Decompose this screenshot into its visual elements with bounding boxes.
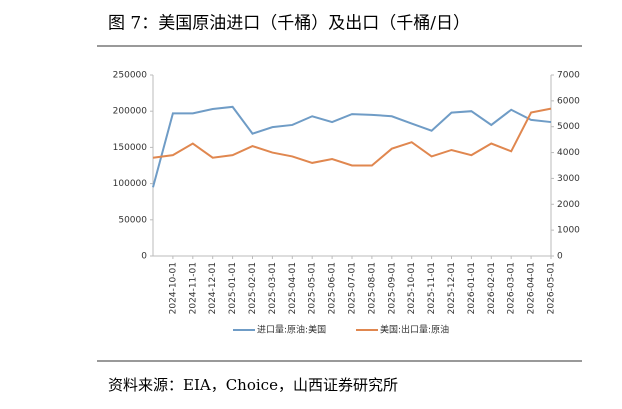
x-tick-label: 2025-06-01 (328, 262, 338, 314)
x-tick-label: 2026-05-01 (547, 262, 557, 314)
x-tick-label: 2025-03-01 (268, 262, 278, 314)
x-tick-label: 2025-10-01 (407, 262, 417, 314)
line (152, 105, 552, 188)
y2-tick-label: 4000 (557, 148, 580, 158)
y-tick-label: 100000 (113, 179, 148, 189)
line (152, 107, 552, 167)
x-tick-label: 2025-04-01 (288, 262, 298, 314)
x-tick-label: 2026-02-01 (487, 262, 497, 314)
y-tick-label: 150000 (113, 143, 148, 153)
x-tick-label: 2025-11-01 (427, 262, 437, 314)
legend-label: 美国:出口量:原油 (380, 324, 449, 336)
x-tick-label: 2025-05-01 (308, 262, 318, 314)
y2-tick-label: 0 (557, 252, 563, 262)
x-tick-label: 2025-12-01 (447, 262, 457, 314)
x-tick-label: 2024-10-01 (168, 262, 178, 314)
y2-tick-label: 5000 (557, 122, 580, 132)
y2-tick-label: 3000 (557, 174, 580, 184)
y2-tick-label: 7000 (557, 71, 580, 81)
source: 资料来源：EIA，Choice，山西证券研究所 (108, 376, 398, 394)
y-tick-label: 250000 (113, 71, 148, 81)
x-tick-label: 2025-09-01 (387, 262, 397, 314)
y-tick-label: 200000 (113, 107, 148, 117)
y2-tick-label: 1000 (557, 226, 580, 236)
x-tick-label: 2024-12-01 (208, 262, 218, 314)
x-tick-label: 2025-07-01 (348, 262, 358, 314)
chart-title: 图 7：美国原油进口（千桶）及出口（千桶/日） (108, 14, 470, 34)
x-tick-label: 2026-04-01 (527, 262, 537, 314)
y-tick-label: 0 (141, 252, 147, 262)
x-tick-label: 2025-08-01 (367, 262, 377, 314)
x-tick-label: 2026-03-01 (507, 262, 517, 314)
y2-tick-label: 2000 (557, 200, 580, 210)
x-tick-label: 2025-02-01 (248, 262, 258, 314)
y2-tick-label: 6000 (557, 96, 580, 106)
x-tick-label: 2026-01-01 (467, 262, 477, 314)
x-tick-label: 2024-11-01 (188, 262, 198, 314)
legend-label: 进口量:原油:美国 (257, 324, 326, 336)
y-tick-label: 50000 (118, 215, 147, 225)
x-tick-label: 2025-01-01 (228, 262, 238, 314)
